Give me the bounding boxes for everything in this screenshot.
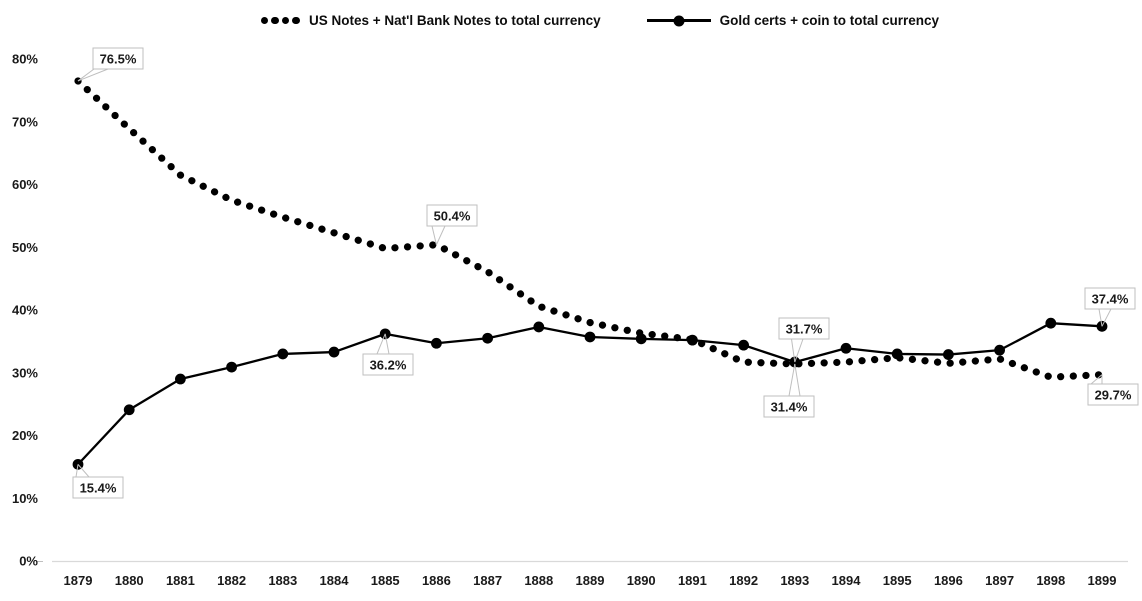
- data-point-marker: [482, 332, 493, 344]
- y-axis-label: 0%: [19, 554, 38, 569]
- x-axis-label: 1884: [320, 573, 350, 588]
- data-label-callout-line: [384, 333, 390, 355]
- data-point-marker: [123, 404, 135, 416]
- data-label-callout-line: [1098, 308, 1103, 327]
- x-axis-label: 1883: [268, 573, 297, 588]
- x-axis-label: 1891: [678, 573, 707, 588]
- y-axis-label: 60%: [12, 177, 38, 192]
- chart-legend: US Notes + Nat'l Bank Notes to total cur…: [29, 13, 1142, 28]
- legend-item-us-notes: US Notes + Nat'l Bank Notes to total cur…: [260, 13, 601, 28]
- y-axis-label: 10%: [12, 491, 38, 506]
- x-axis-label: 1897: [985, 573, 1014, 588]
- data-label: 37.4%: [1092, 292, 1129, 307]
- data-point-marker: [226, 361, 238, 373]
- data-label-box: [72, 476, 124, 499]
- data-label: 29.7%: [1095, 388, 1132, 403]
- data-label-callout-line: [794, 363, 801, 397]
- solid-line-marker-icon: [646, 15, 711, 26]
- x-axis-label: 1882: [217, 573, 246, 588]
- x-axis-label: 1896: [934, 573, 963, 588]
- data-label-box: [92, 47, 144, 70]
- x-axis-label: 1895: [883, 573, 912, 588]
- data-label: 31.4%: [771, 400, 808, 415]
- data-label-box: [1087, 383, 1139, 406]
- series-us-notes-line: [74, 77, 1106, 381]
- data-point-marker: [994, 344, 1005, 356]
- y-axis-label: 20%: [12, 428, 38, 443]
- data-label: 36.2%: [370, 358, 407, 373]
- data-label-callout-line: [788, 363, 796, 397]
- data-point-marker: [175, 373, 186, 385]
- x-axis-label: 1880: [115, 573, 144, 588]
- data-point-marker: [1045, 317, 1057, 329]
- data-label-box: [362, 353, 414, 376]
- data-label-callout-line: [431, 225, 437, 245]
- data-label-box: [1084, 287, 1136, 310]
- y-axis-label: 40%: [12, 303, 38, 318]
- x-axis-label: 1885: [371, 573, 400, 588]
- data-label-callout-line: [1090, 374, 1103, 385]
- data-label-callout-line: [77, 68, 95, 82]
- y-axis-label: 70%: [12, 114, 38, 129]
- x-axis-label: 1886: [422, 573, 451, 588]
- data-label-callout-line: [1101, 308, 1112, 327]
- data-label-callout-line: [77, 464, 90, 478]
- y-axis-label: 80%: [12, 52, 38, 67]
- x-axis-label: 1894: [832, 573, 862, 588]
- data-label-callout-line: [435, 225, 446, 245]
- x-axis-label: 1879: [64, 573, 93, 588]
- data-point-marker: [738, 339, 749, 351]
- data-label-callout-line: [794, 338, 804, 363]
- data-label-callout-line: [791, 338, 796, 363]
- data-label-box: [778, 317, 830, 340]
- data-point-marker: [840, 342, 852, 354]
- x-axis-label: 1892: [729, 573, 758, 588]
- data-point-marker: [635, 333, 647, 345]
- data-label-box: [763, 395, 815, 418]
- data-point-marker: [277, 348, 289, 360]
- legend-label-us-notes: US Notes + Nat'l Bank Notes to total cur…: [308, 13, 601, 28]
- legend-label-gold-certs: Gold certs + coin to total currency: [719, 13, 940, 28]
- x-axis-label: 1890: [627, 573, 656, 588]
- y-axis-label: 30%: [12, 365, 38, 380]
- data-point-marker: [328, 346, 340, 358]
- x-axis-label: 1898: [1036, 573, 1065, 588]
- data-point-marker: [891, 348, 903, 360]
- x-axis-label: 1899: [1088, 573, 1117, 588]
- data-label: 15.4%: [80, 481, 117, 496]
- data-point-marker: [687, 334, 698, 346]
- legend-item-gold-certs: Gold certs + coin to total currency: [646, 13, 940, 28]
- x-axis-label: 1888: [524, 573, 553, 588]
- data-label-callout-line: [376, 333, 386, 355]
- x-axis-label: 1893: [780, 573, 809, 588]
- data-point-marker: [431, 337, 442, 349]
- data-label-callout-line: [77, 68, 109, 82]
- y-axis-label: 50%: [12, 240, 38, 255]
- data-point-marker: [943, 349, 954, 360]
- x-axis-label: 1887: [473, 573, 502, 588]
- data-point-marker: [584, 331, 596, 343]
- x-axis-label: 1881: [166, 573, 195, 588]
- data-label: 50.4%: [434, 209, 471, 224]
- data-point-marker: [533, 321, 545, 333]
- data-label: 76.5%: [100, 52, 137, 67]
- data-label: 31.7%: [786, 322, 823, 337]
- data-label-box: [426, 204, 478, 227]
- series-gold-certs-line: [77, 322, 1103, 466]
- x-axis-label: 1889: [576, 573, 605, 588]
- dotted-line-marker-icon: [260, 16, 300, 25]
- data-label-callout-line: [75, 464, 79, 478]
